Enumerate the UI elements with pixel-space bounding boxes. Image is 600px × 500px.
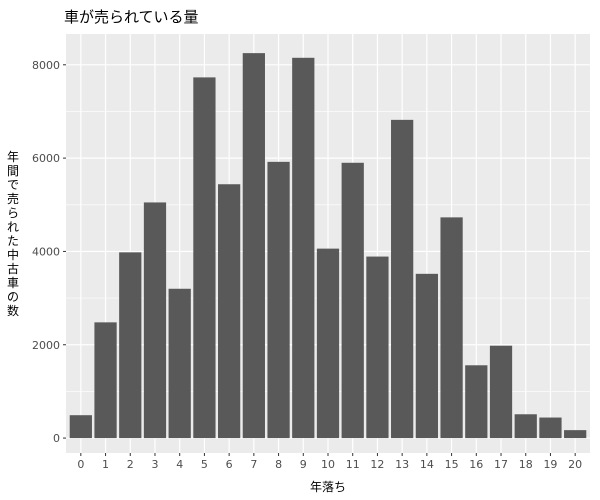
y-tick-label: 8000 <box>32 59 60 72</box>
bar-7 <box>242 53 265 439</box>
chart-title: 車が売られている量 <box>64 8 199 26</box>
x-axis: 0 1 2 3 4 5 6 7 8 9 10 11 12 13 14 15 16 17 18 19 20 <box>77 453 582 471</box>
bar-3 <box>143 202 167 439</box>
x-tick-label: 15 <box>445 458 459 471</box>
bar-1 <box>94 322 117 439</box>
bar-0 <box>69 415 92 439</box>
x-tick-label: 12 <box>370 458 384 471</box>
bar-19 <box>539 417 562 439</box>
bar-18 <box>514 414 537 439</box>
bar-5 <box>193 77 216 439</box>
bar-11 <box>341 162 364 439</box>
bar-12 <box>366 256 389 439</box>
y-axis-title: 年間で売られた中古車の数 <box>6 150 19 318</box>
y-tick-label: 4000 <box>32 245 60 258</box>
x-tick-label: 18 <box>519 458 533 471</box>
x-tick-label: 9 <box>300 458 307 471</box>
x-tick-label: 16 <box>469 458 483 471</box>
x-tick-label: 20 <box>568 458 582 471</box>
x-tick-label: 6 <box>226 458 233 471</box>
x-tick-label: 0 <box>77 458 84 471</box>
bar-14 <box>415 273 438 439</box>
bar-6 <box>218 184 241 439</box>
bar-16 <box>465 365 488 439</box>
x-tick-label: 13 <box>395 458 409 471</box>
x-axis-title: 年落ち <box>309 480 346 494</box>
x-tick-label: 1 <box>102 458 109 471</box>
bars <box>69 53 587 439</box>
x-tick-label: 4 <box>176 458 183 471</box>
x-tick-label: 2 <box>127 458 134 471</box>
bar-13 <box>391 119 414 439</box>
x-tick-label: 7 <box>250 458 257 471</box>
x-tick-label: 10 <box>321 458 335 471</box>
x-tick-label: 11 <box>346 458 360 471</box>
bar-4 <box>168 288 191 439</box>
bar-9 <box>292 57 315 439</box>
x-tick-label: 8 <box>275 458 282 471</box>
bar-17 <box>489 345 513 439</box>
bar-8 <box>267 161 290 439</box>
x-tick-label: 5 <box>201 458 208 471</box>
y-tick-label: 0 <box>53 432 60 445</box>
x-tick-label: 3 <box>151 458 158 471</box>
y-tick-label: 6000 <box>32 152 60 165</box>
bar-2 <box>119 252 142 439</box>
x-tick-label: 14 <box>420 458 434 471</box>
bar-15 <box>440 217 463 439</box>
y-axis: 0 2000 4000 6000 8000 <box>32 59 66 445</box>
bar-20 <box>564 430 587 439</box>
x-tick-label: 17 <box>494 458 508 471</box>
x-tick-label: 19 <box>543 458 557 471</box>
bar-10 <box>316 248 340 439</box>
y-tick-label: 2000 <box>32 339 60 352</box>
